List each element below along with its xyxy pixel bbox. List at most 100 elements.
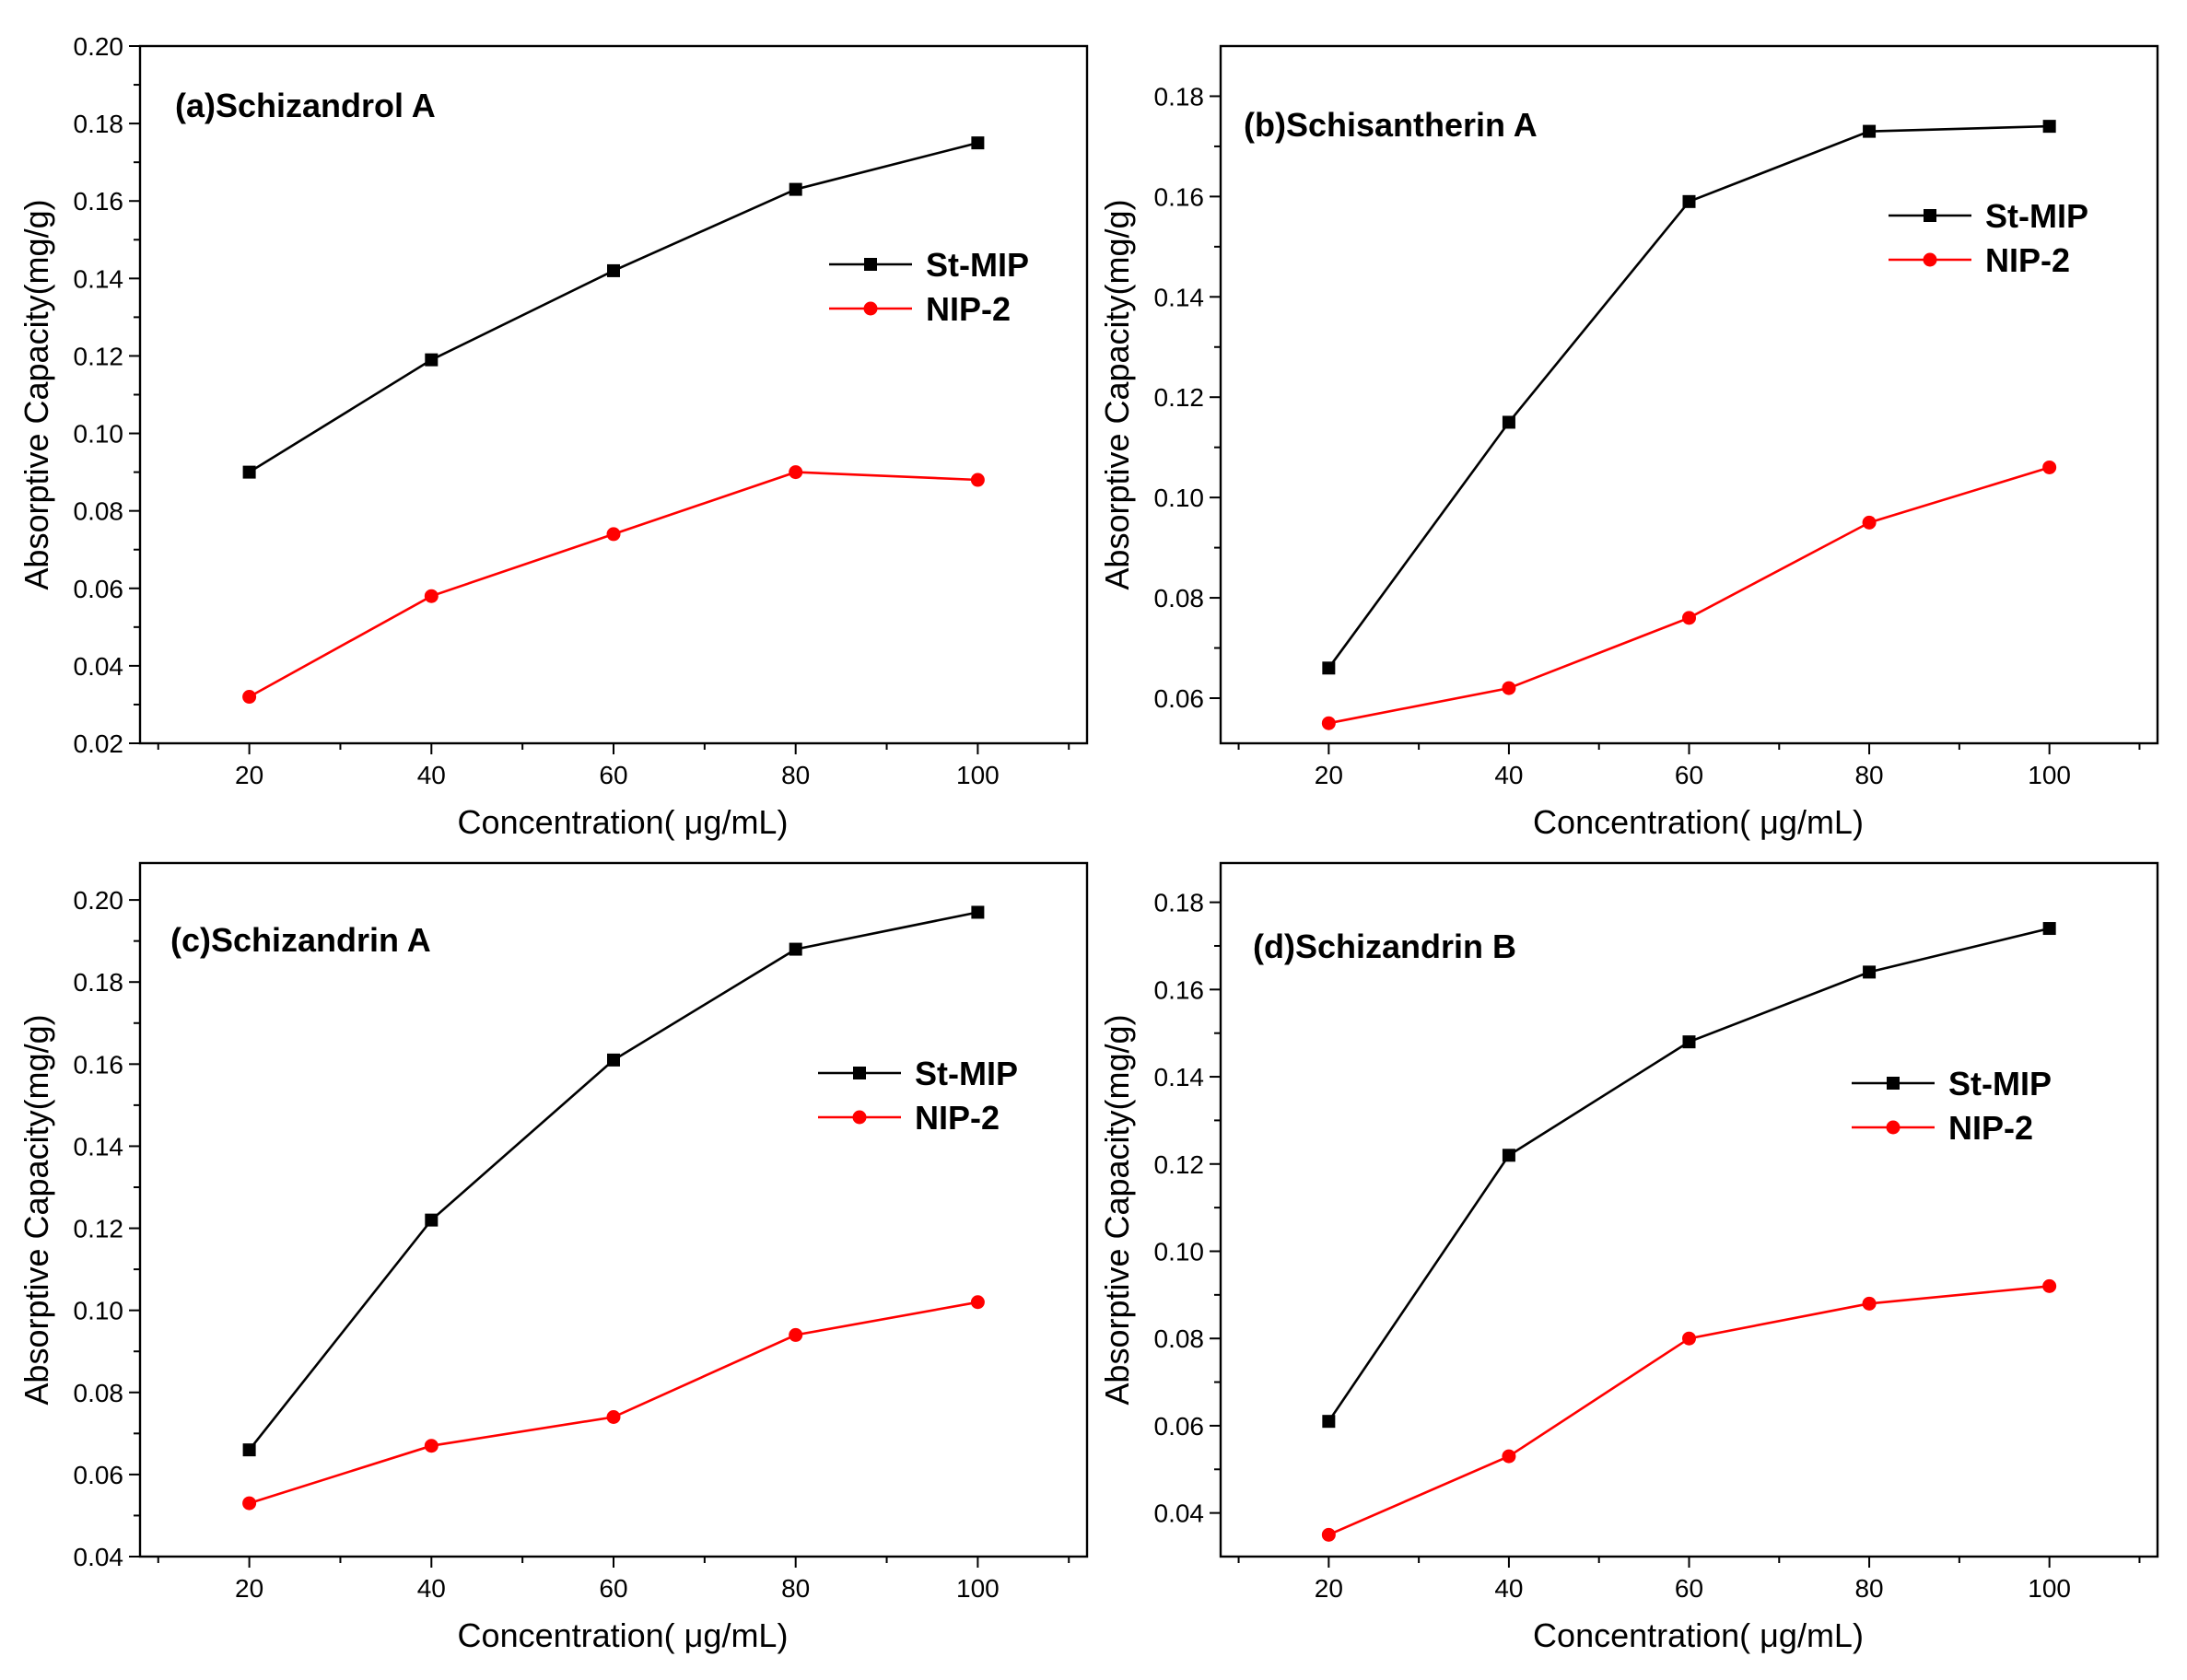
legend-label: NIP-2 [926,290,1011,328]
x-tick-label: 100 [2028,1574,2071,1603]
y-tick-label: 0.18 [74,110,124,138]
x-tick-label: 20 [1315,761,1343,789]
y-tick-label: 0.12 [74,1215,124,1243]
y-tick-label: 0.06 [74,575,124,603]
legend-marker [853,1067,866,1079]
plot-frame [1219,44,2159,745]
legend-label: St-MIP [1985,197,2088,235]
data-point-nip-2 [1862,1296,1877,1311]
y-tick-label: 0.20 [74,32,124,61]
panel-title: (d)Schizandrin B [1253,928,1516,965]
data-point-st-mip [1682,194,1696,208]
y-tick-label: 0.04 [74,1543,124,1571]
legend-marker [1923,252,1937,267]
x-tick-label: 20 [1315,1574,1343,1603]
y-axis-label: Absorptive Capacity(mg/g) [18,1014,55,1405]
data-point-st-mip [971,905,985,919]
data-point-nip-2 [789,465,803,480]
x-tick-label: 20 [235,761,263,789]
data-point-nip-2 [1682,1331,1696,1346]
data-point-nip-2 [1682,611,1696,625]
plot-frame [1219,861,2159,1558]
y-tick-label: 0.14 [1154,283,1205,311]
series-line-nip-2 [249,1301,978,1505]
y-tick-label: 0.12 [1154,383,1205,412]
x-tick-label: 80 [1854,761,1883,789]
legend-label: St-MIP [926,246,1029,284]
y-tick-label: 0.14 [1154,1063,1205,1091]
data-point-st-mip [1502,415,1515,429]
data-point-st-mip [2042,120,2056,134]
plot-frame [138,861,1089,1558]
data-point-st-mip [2042,922,2056,936]
legend-marker [863,301,878,316]
data-point-st-mip [1502,1149,1515,1162]
data-point-nip-2 [606,1410,621,1425]
x-tick-label: 60 [1675,1574,1703,1603]
legend-marker [1886,1120,1900,1135]
x-tick-label: 80 [781,1574,810,1603]
data-point-nip-2 [242,1496,257,1511]
data-point-st-mip [789,942,802,956]
y-axis-label: Absorptive Capacity(mg/g) [1098,199,1136,589]
y-tick-label: 0.16 [74,187,124,216]
x-tick-label: 80 [781,761,810,789]
data-point-st-mip [1863,124,1877,138]
series-line-st-mip [248,911,978,1452]
y-tick-label: 0.06 [74,1461,124,1489]
y-tick-label: 0.10 [1154,484,1205,512]
legend-label: NIP-2 [1948,1109,2033,1147]
data-point-st-mip [425,353,439,367]
data-point-st-mip [1322,661,1336,675]
y-tick-label: 0.16 [1154,182,1205,211]
y-tick-label: 0.14 [74,1132,124,1161]
data-point-nip-2 [970,472,985,487]
x-tick-label: 100 [956,1574,1000,1603]
y-tick-label: 0.06 [1154,1412,1205,1441]
x-axis-label: Concentration( μg/mL) [1533,803,1864,841]
legend-label: NIP-2 [915,1099,1000,1137]
x-tick-label: 20 [235,1574,263,1603]
y-tick-label: 0.04 [1154,1499,1205,1528]
data-point-st-mip [607,263,620,277]
y-tick-label: 0.20 [74,886,124,915]
y-tick-label: 0.10 [74,1297,124,1325]
legend-label: St-MIP [1948,1065,2052,1102]
panel-title: (b)Schisantherin A [1244,106,1538,144]
y-tick-label: 0.10 [74,420,124,449]
data-point-st-mip [1682,1035,1696,1049]
y-axis-label: Absorptive Capacity(mg/g) [1098,1014,1136,1405]
x-tick-label: 40 [417,1574,446,1603]
data-point-nip-2 [1321,1527,1336,1542]
x-axis-label: Concentration( μg/mL) [458,803,789,841]
data-point-st-mip [607,1053,620,1067]
x-tick-label: 40 [1494,1574,1523,1603]
data-point-nip-2 [1862,515,1877,530]
panel-2: 20 40 60 80 100 0.06 0.08 0.10 0.12 0.14 0.16 0.18 C… [1098,44,2159,841]
legend-label: St-MIP [915,1055,1018,1092]
y-tick-label: 0.10 [1154,1237,1205,1266]
data-point-st-mip [425,1213,439,1227]
x-axis-label: Concentration( μg/mL) [1533,1616,1864,1654]
x-axis-label: Concentration( μg/mL) [458,1616,789,1654]
y-tick-label: 0.18 [74,968,124,997]
x-tick-label: 80 [1854,1574,1883,1603]
x-tick-label: 100 [2028,761,2071,789]
series-line-nip-2 [1328,466,2051,725]
data-point-nip-2 [424,1439,439,1453]
x-tick-label: 100 [956,761,1000,789]
legend-marker [852,1110,867,1125]
data-point-nip-2 [2042,1278,2057,1293]
y-tick-label: 0.12 [74,342,124,370]
legend-marker [1887,1077,1900,1090]
data-point-nip-2 [2042,460,2057,474]
data-point-nip-2 [606,527,621,542]
y-tick-label: 0.08 [74,497,124,526]
y-tick-label: 0.08 [1154,1324,1205,1353]
data-point-st-mip [1322,1415,1336,1429]
legend-label: NIP-2 [1985,241,2070,279]
data-point-st-mip [789,182,802,196]
x-tick-label: 60 [599,1574,627,1603]
